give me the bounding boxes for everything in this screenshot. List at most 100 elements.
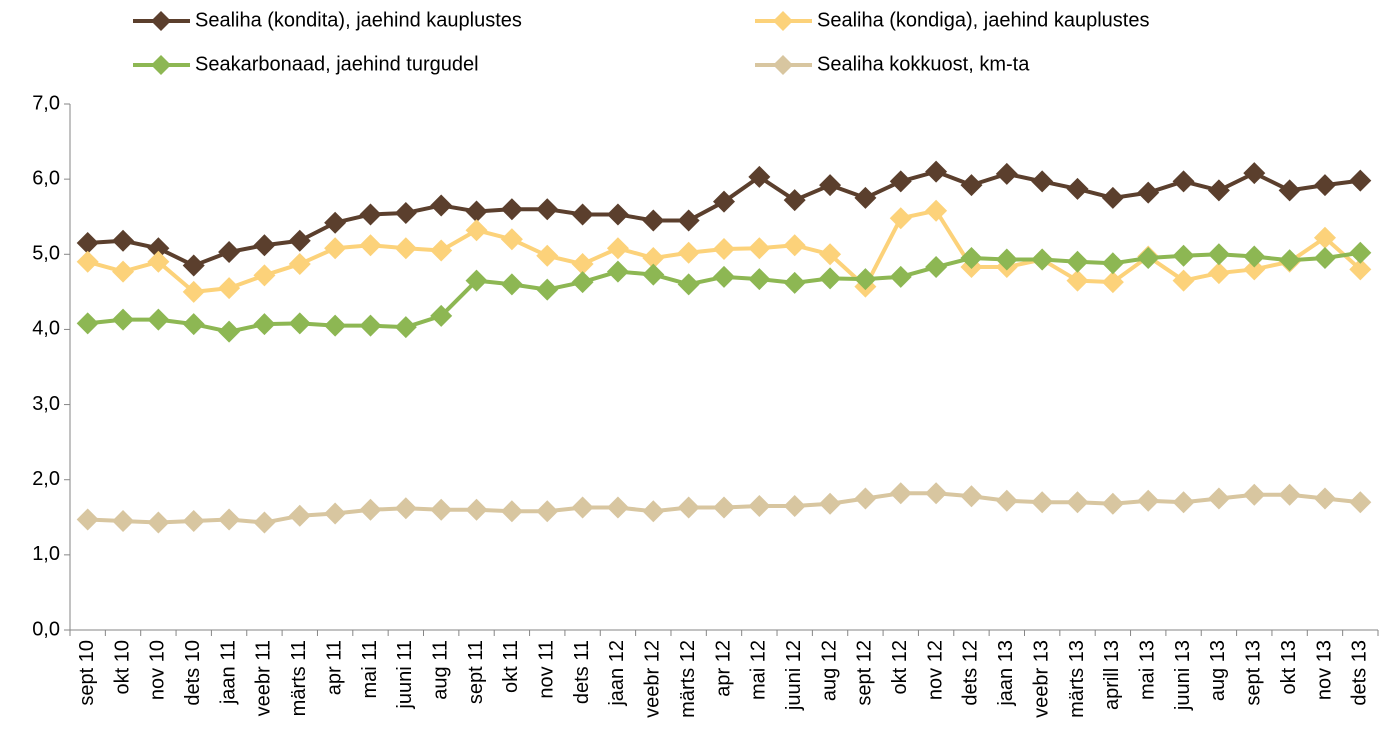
point-marker <box>1207 262 1230 285</box>
point-marker <box>500 273 523 296</box>
x-tick-label: okt 11 <box>500 640 522 693</box>
point-marker <box>1101 252 1124 275</box>
x-tick-label: dets 11 <box>571 640 593 704</box>
y-tick-label: 5,0 <box>32 243 60 265</box>
point-marker <box>430 194 453 217</box>
point-marker <box>960 485 983 508</box>
point-marker <box>500 198 523 221</box>
point-marker <box>1066 491 1089 514</box>
point-marker <box>783 271 806 294</box>
y-tick-label: 4,0 <box>32 318 60 340</box>
point-marker <box>536 198 559 221</box>
point-marker <box>394 497 417 520</box>
point-marker <box>288 504 311 527</box>
point-marker <box>1172 269 1195 292</box>
point-marker <box>748 495 771 518</box>
point-marker <box>394 237 417 260</box>
point-marker <box>465 269 488 292</box>
x-tick-label: jaan 13 <box>995 640 1017 707</box>
point-marker <box>218 320 241 343</box>
point-marker <box>465 498 488 521</box>
point-marker <box>960 174 983 197</box>
point-marker <box>112 308 135 331</box>
point-marker <box>430 239 453 262</box>
x-tick-label: juuni 11 <box>394 640 416 710</box>
point-marker <box>677 273 700 296</box>
y-tick-label: 6,0 <box>32 167 60 189</box>
point-marker <box>536 278 559 301</box>
point-marker <box>112 260 135 283</box>
point-marker <box>1278 483 1301 506</box>
legend-marker <box>151 11 171 31</box>
y-tick-label: 0,0 <box>32 618 60 640</box>
legend-marker <box>773 11 793 31</box>
x-tick-label: mai 11 <box>359 640 381 699</box>
y-tick-label: 3,0 <box>32 393 60 415</box>
point-marker <box>1243 162 1266 185</box>
point-marker <box>995 162 1018 185</box>
point-marker <box>1243 483 1266 506</box>
x-tick-label: mai 13 <box>1136 640 1158 700</box>
point-marker <box>713 190 735 213</box>
x-tick-label: apr 12 <box>712 640 734 697</box>
point-marker <box>430 498 453 521</box>
point-marker <box>359 498 382 521</box>
point-marker <box>112 510 135 533</box>
point-marker <box>783 495 806 518</box>
point-marker <box>1349 491 1372 514</box>
point-marker <box>995 489 1018 512</box>
point-marker <box>1207 487 1230 510</box>
point-marker <box>1349 241 1372 264</box>
point-marker <box>1349 258 1372 281</box>
point-marker <box>642 209 665 232</box>
point-marker <box>1349 169 1372 192</box>
point-marker <box>1313 174 1336 197</box>
x-tick-label: aprill 13 <box>1101 640 1123 710</box>
point-marker <box>642 263 665 286</box>
x-tick-label: juuni 12 <box>783 640 805 711</box>
x-tick-label: okt 10 <box>111 640 133 694</box>
x-tick-label: mai 12 <box>748 640 770 700</box>
point-marker <box>854 268 877 291</box>
point-marker <box>889 170 912 193</box>
x-tick-label: veebr 12 <box>642 640 664 718</box>
point-marker <box>713 496 735 519</box>
point-marker <box>182 280 205 303</box>
x-tick-label: nov 11 <box>536 640 558 699</box>
x-tick-label: juuni 13 <box>1172 640 1194 711</box>
point-marker <box>1172 491 1195 514</box>
point-marker <box>606 237 629 260</box>
point-marker <box>76 232 99 255</box>
point-marker <box>1172 244 1195 267</box>
point-marker <box>394 201 417 224</box>
point-marker <box>1207 243 1230 266</box>
x-tick-label: veebr 11 <box>253 640 275 716</box>
point-marker <box>500 228 523 251</box>
point-marker <box>324 211 347 234</box>
point-marker <box>1066 177 1089 200</box>
point-marker <box>889 482 912 505</box>
point-marker <box>925 199 948 222</box>
point-marker <box>748 165 771 188</box>
point-marker <box>819 243 842 266</box>
point-marker <box>1031 248 1054 271</box>
point-marker <box>253 511 276 534</box>
point-marker <box>854 487 877 510</box>
point-marker <box>713 238 735 261</box>
point-marker <box>359 314 382 337</box>
x-tick-label: apr 11 <box>323 640 345 695</box>
point-marker <box>819 174 842 197</box>
x-tick-label: jaan 12 <box>606 640 628 707</box>
legend-marker <box>773 55 793 75</box>
point-marker <box>783 189 806 212</box>
point-marker <box>359 234 382 257</box>
x-tick-label: nov 13 <box>1313 640 1335 700</box>
x-tick-label: veebr 13 <box>1030 640 1052 718</box>
point-marker <box>889 207 912 230</box>
point-marker <box>218 277 241 300</box>
point-marker <box>182 510 205 533</box>
point-marker <box>218 508 241 531</box>
point-marker <box>76 250 99 273</box>
point-marker <box>500 500 523 523</box>
